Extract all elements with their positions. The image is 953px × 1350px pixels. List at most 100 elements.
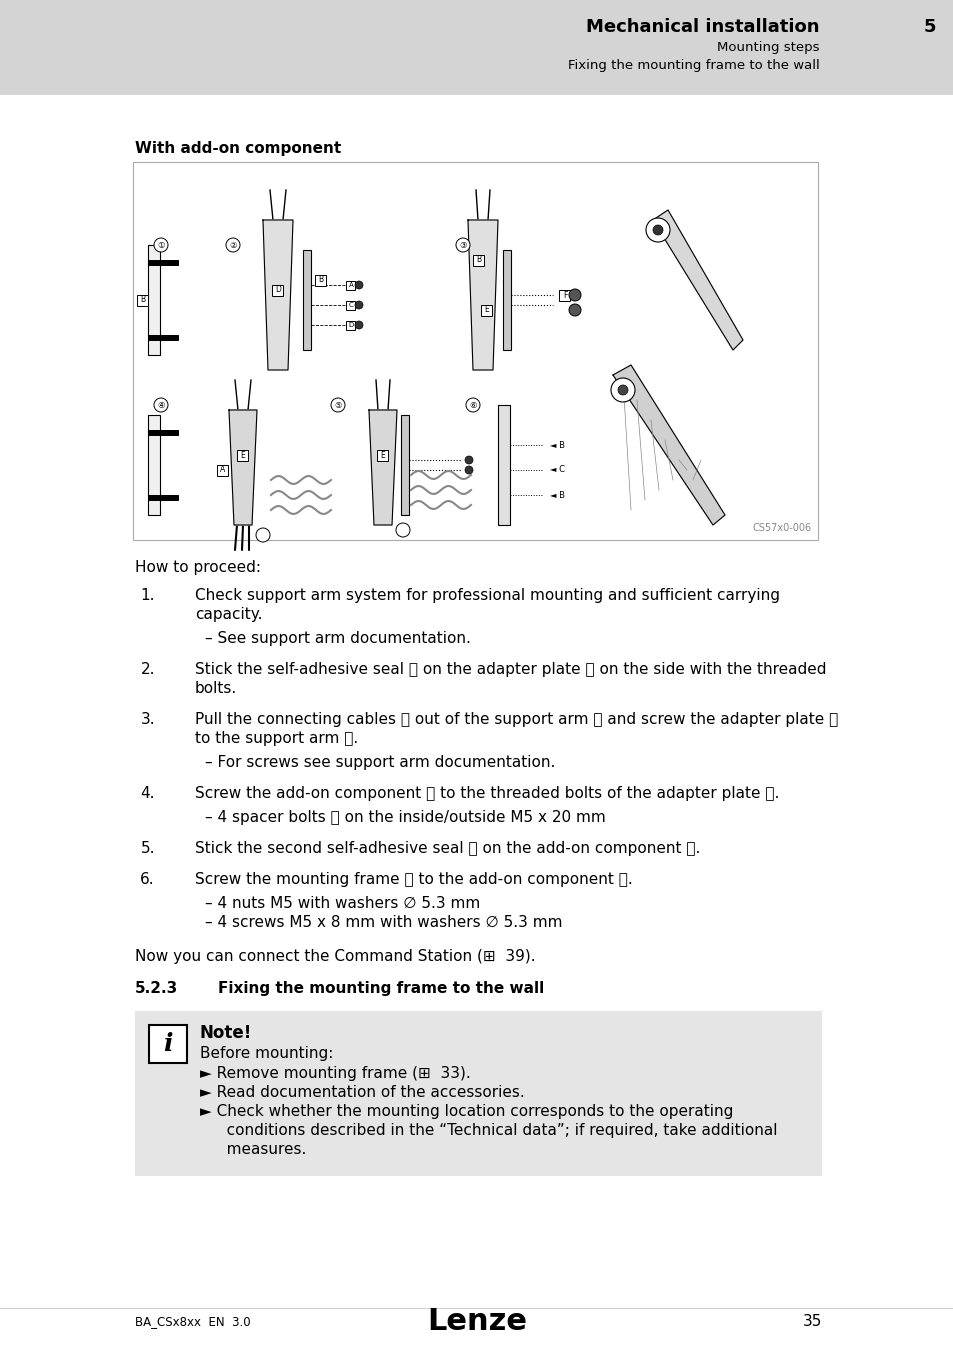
Text: BA_CSx8xx  EN  3.0: BA_CSx8xx EN 3.0 (135, 1315, 251, 1328)
Polygon shape (652, 211, 742, 350)
Text: i: i (163, 1031, 172, 1056)
Text: 5: 5 (923, 18, 935, 36)
Text: D: D (274, 285, 280, 294)
Text: ④: ④ (157, 401, 165, 409)
Circle shape (153, 238, 168, 252)
Text: conditions described in the “Technical data”; if required, take additional: conditions described in the “Technical d… (212, 1123, 777, 1138)
Circle shape (226, 238, 240, 252)
Bar (0, 0, 953, 95)
Text: Lenze: Lenze (427, 1308, 526, 1336)
Text: Before mounting:: Before mounting: (200, 1046, 333, 1061)
Text: ◄ B: ◄ B (550, 440, 564, 450)
Text: E: E (484, 305, 489, 315)
Polygon shape (229, 410, 256, 525)
Circle shape (464, 466, 473, 474)
Bar (377, 450, 388, 460)
Circle shape (255, 528, 270, 541)
Bar (473, 255, 484, 266)
Text: D: D (348, 323, 354, 328)
Text: Mounting steps: Mounting steps (717, 40, 820, 54)
Text: Note!: Note! (200, 1025, 253, 1042)
Circle shape (568, 289, 580, 301)
Text: 4.: 4. (140, 786, 154, 801)
Text: – See support arm documentation.: – See support arm documentation. (205, 630, 471, 647)
Bar (137, 294, 149, 305)
Text: to the support arm Ⓓ.: to the support arm Ⓓ. (194, 730, 358, 747)
Bar (497, 405, 510, 525)
Text: ③: ③ (458, 240, 466, 250)
Text: Stick the second self-adhesive seal Ⓐ on the add-on component Ⓔ.: Stick the second self-adhesive seal Ⓐ on… (194, 841, 700, 856)
Circle shape (395, 522, 410, 537)
Text: – 4 nuts M5 with washers ∅ 5.3 mm: – 4 nuts M5 with washers ∅ 5.3 mm (205, 896, 479, 911)
Text: Now you can connect the Command Station (⊞  39).: Now you can connect the Command Station … (135, 949, 535, 964)
Text: B: B (318, 275, 323, 285)
Bar (217, 464, 229, 475)
Text: 3.: 3. (140, 711, 154, 728)
Text: Stick the self-adhesive seal Ⓐ on the adapter plate Ⓑ on the side with the threa: Stick the self-adhesive seal Ⓐ on the ad… (194, 662, 825, 676)
Text: ⑥: ⑥ (469, 401, 476, 409)
Bar (346, 301, 355, 309)
Bar (346, 320, 355, 329)
Text: Pull the connecting cables Ⓒ out of the support arm Ⓓ and screw the adapter plat: Pull the connecting cables Ⓒ out of the … (194, 711, 838, 728)
Text: ②: ② (229, 240, 236, 250)
Bar (149, 1025, 187, 1062)
Circle shape (464, 456, 473, 464)
Text: Screw the mounting frame Ⓖ to the add-on component Ⓔ.: Screw the mounting frame Ⓖ to the add-on… (194, 872, 632, 887)
Circle shape (618, 385, 627, 396)
Bar (148, 261, 178, 265)
Bar (148, 495, 178, 500)
Text: 5.2.3: 5.2.3 (135, 981, 178, 996)
Bar (148, 244, 160, 355)
Bar (558, 289, 570, 301)
Text: F: F (562, 290, 567, 300)
Polygon shape (263, 220, 293, 370)
Circle shape (465, 398, 479, 412)
Polygon shape (468, 220, 497, 370)
Text: A: A (348, 282, 353, 288)
Bar (148, 431, 178, 435)
Circle shape (355, 281, 363, 289)
Text: – For screws see support arm documentation.: – For screws see support arm documentati… (205, 755, 555, 770)
Text: ► Read documentation of the accessories.: ► Read documentation of the accessories. (200, 1085, 524, 1100)
Text: bolts.: bolts. (194, 680, 237, 697)
Text: – 4 screws M5 x 8 mm with washers ∅ 5.3 mm: – 4 screws M5 x 8 mm with washers ∅ 5.3 … (205, 915, 562, 930)
Text: 6.: 6. (140, 872, 154, 887)
Text: ◄ B: ◄ B (550, 490, 564, 500)
Circle shape (568, 304, 580, 316)
Text: B: B (476, 255, 481, 265)
Bar (237, 450, 248, 460)
Text: E: E (240, 451, 245, 459)
Text: C: C (348, 302, 353, 308)
Bar (400, 414, 409, 514)
Text: Mechanical installation: Mechanical installation (586, 18, 820, 36)
Bar (346, 281, 355, 289)
Text: 1.: 1. (140, 589, 154, 603)
Bar (273, 285, 283, 296)
Bar (148, 414, 160, 514)
Circle shape (331, 398, 345, 412)
Bar (315, 274, 326, 285)
Bar (148, 335, 178, 340)
Text: E: E (380, 451, 385, 459)
Text: ► Check whether the mounting location corresponds to the operating: ► Check whether the mounting location co… (200, 1104, 733, 1119)
Text: Fixing the mounting frame to the wall: Fixing the mounting frame to the wall (218, 981, 543, 996)
Circle shape (645, 217, 669, 242)
Bar (135, 1011, 821, 1176)
Circle shape (153, 398, 168, 412)
Circle shape (652, 225, 662, 235)
Polygon shape (613, 364, 724, 525)
Text: capacity.: capacity. (194, 608, 262, 622)
Bar (502, 250, 511, 350)
Polygon shape (369, 410, 396, 525)
Text: ①: ① (157, 240, 165, 250)
Text: Screw the add-on component Ⓔ to the threaded bolts of the adapter plate Ⓑ.: Screw the add-on component Ⓔ to the thre… (194, 786, 779, 801)
Text: 2.: 2. (140, 662, 154, 676)
Text: CS57x0-006: CS57x0-006 (752, 522, 811, 533)
Text: 5.: 5. (140, 841, 154, 856)
Circle shape (456, 238, 470, 252)
Bar (132, 162, 817, 540)
Text: B: B (140, 296, 146, 305)
Circle shape (355, 321, 363, 329)
Text: 35: 35 (801, 1315, 821, 1330)
Text: With add-on component: With add-on component (135, 140, 341, 155)
